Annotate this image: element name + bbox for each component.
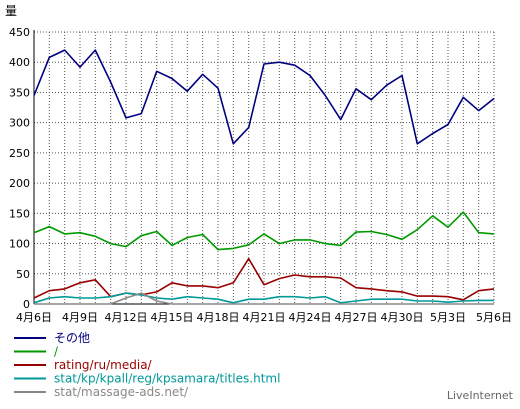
- legend-label: その他: [54, 331, 90, 345]
- y-tick-label: 200: [9, 177, 30, 190]
- y-tick-label: 300: [9, 117, 30, 130]
- legend: その他/rating/ru/media/stat/kp/kpall/reg/kp…: [14, 331, 280, 399]
- series-line-0: [33, 49, 495, 145]
- y-tick-label: 400: [9, 56, 30, 69]
- y-axis-label: 量: [5, 4, 17, 18]
- y-tick-label: 50: [16, 268, 30, 281]
- x-tick-label: 4月15日: [151, 311, 194, 324]
- legend-label: rating/ru/media/: [54, 358, 153, 372]
- series-line-4: [34, 292, 494, 305]
- x-tick-label: 5月3日: [430, 311, 466, 324]
- x-tick-label: 5月6日: [476, 311, 512, 324]
- x-tick-label: 4月24日: [289, 311, 332, 324]
- series-line-3: [33, 292, 494, 304]
- y-tick-label: 0: [23, 298, 30, 311]
- legend-label: stat/massage-ads.net/: [54, 385, 189, 399]
- grid: [33, 31, 495, 305]
- x-tick-label: 4月6日: [16, 311, 52, 324]
- series-lines: [33, 49, 495, 305]
- series-line-1: [33, 211, 495, 251]
- x-tick-label: 4月12日: [105, 311, 148, 324]
- x-tick-label: 4月27日: [335, 311, 378, 324]
- legend-label: /: [54, 345, 59, 359]
- y-tick-label: 150: [9, 207, 30, 220]
- y-tick-label: 450: [9, 26, 30, 39]
- y-tick-label: 250: [9, 147, 30, 160]
- x-tick-label: 4月18日: [197, 311, 240, 324]
- legend-label: stat/kp/kpall/reg/kpsamara/titles.html: [54, 372, 280, 386]
- y-tick-label: 100: [9, 238, 30, 251]
- x-tick-label: 4月9日: [62, 311, 98, 324]
- y-tick-label: 350: [9, 86, 30, 99]
- x-tick-label: 4月30日: [381, 311, 424, 324]
- credit-label: LiveInternet: [447, 389, 514, 402]
- x-tick-label: 4月21日: [243, 311, 286, 324]
